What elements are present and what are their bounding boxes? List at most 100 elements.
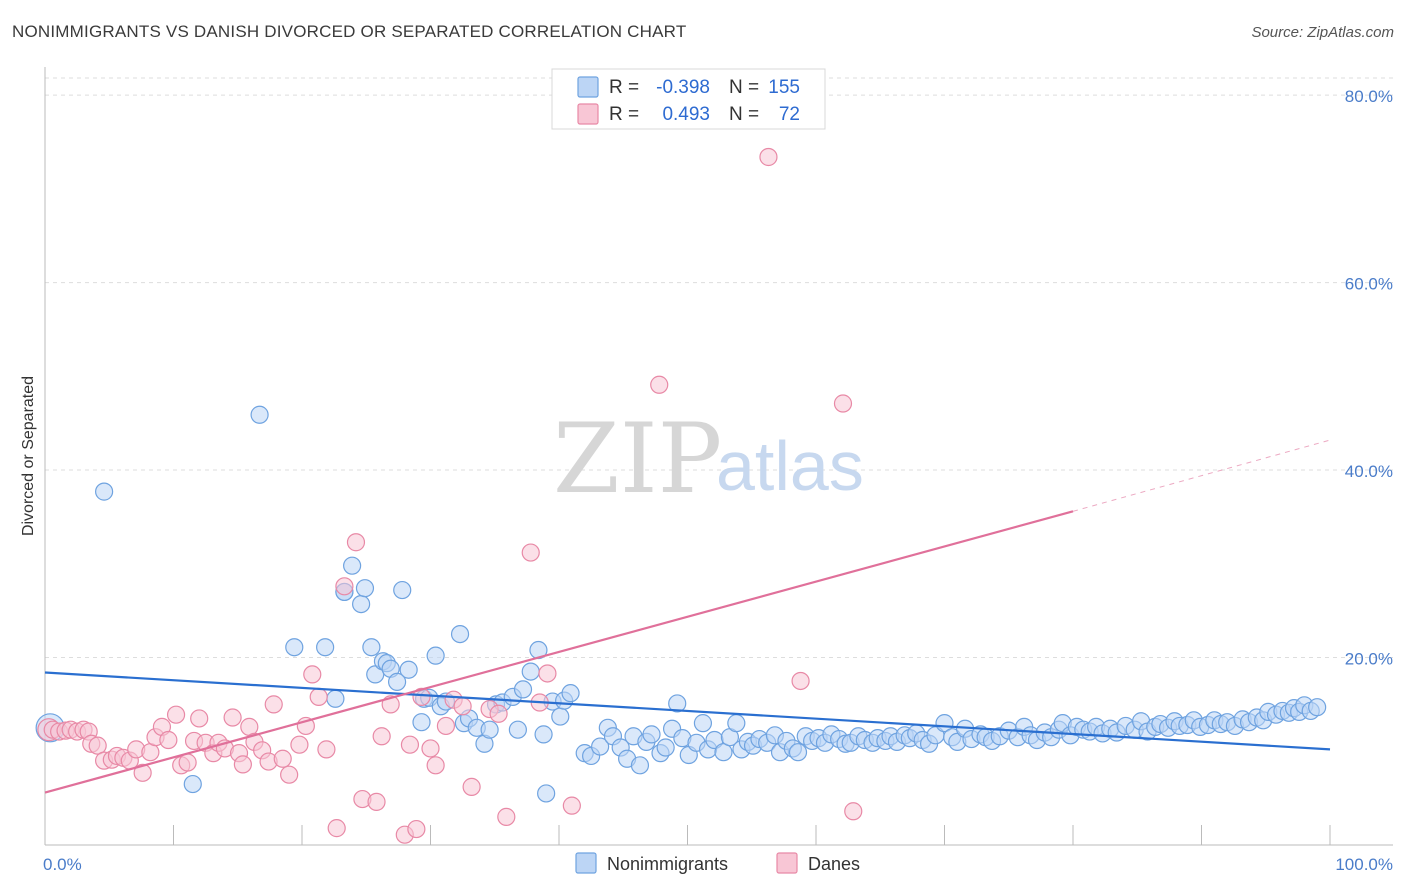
point-danes-50 xyxy=(372,727,391,746)
point-nonimmigrants-68 xyxy=(727,714,746,733)
bottom-legend-label-nonimmigrants: Nonimmigrants xyxy=(607,854,728,874)
watermark-zip: ZIP xyxy=(553,403,722,515)
legend-r-value-2: 0.493 xyxy=(662,104,710,125)
point-nonimmigrants-11 xyxy=(355,579,375,598)
point-nonimmigrants-5 xyxy=(316,638,335,657)
bottom-legend: Nonimmigrants Danes xyxy=(575,852,860,874)
point-danes-42 xyxy=(303,665,322,684)
point-danes-45 xyxy=(327,819,346,838)
point-danes-39 xyxy=(280,765,299,784)
trend-line-danes-extension xyxy=(1072,439,1331,512)
point-danes-53 xyxy=(400,735,420,754)
point-nonimmigrants-37 xyxy=(521,662,540,681)
point-nonimmigrants-18 xyxy=(393,580,412,600)
bottom-legend-label-danes: Danes xyxy=(808,854,860,874)
point-nonimmigrants-47 xyxy=(591,737,610,756)
point-nonimmigrants-35 xyxy=(508,720,527,739)
point-danes-40 xyxy=(290,735,309,754)
watermark-atlas: atlas xyxy=(716,427,864,505)
legend-n-value-2: 72 xyxy=(779,104,800,125)
legend-n-label-1: N = xyxy=(729,77,759,98)
point-nonimmigrants-63 xyxy=(693,714,713,733)
y-tick-label-1: 60.0% xyxy=(1345,275,1393,294)
watermark: ZIP atlas xyxy=(553,403,864,515)
point-danes-73 xyxy=(844,802,863,821)
chart-title: NONIMMIGRANTS VS DANISH DIVORCED OR SEPA… xyxy=(12,22,687,41)
point-nonimmigrants-6 xyxy=(326,689,345,708)
point-nonimmigrants-42 xyxy=(551,707,570,726)
point-nonimmigrants-10 xyxy=(352,595,371,614)
point-nonimmigrants-12 xyxy=(362,638,381,657)
point-danes-25 xyxy=(190,709,209,728)
point-nonimmigrants-23 xyxy=(426,646,445,665)
point-danes-64 xyxy=(497,807,516,826)
point-danes-57 xyxy=(426,756,445,775)
y-tick-label-2: 40.0% xyxy=(1345,462,1393,481)
point-danes-32 xyxy=(233,755,252,774)
point-danes-58 xyxy=(436,716,456,736)
point-nonimmigrants-44 xyxy=(561,684,580,703)
legend-r-value-1: -0.398 xyxy=(656,77,710,98)
legend-r-label-2: R = xyxy=(609,104,639,125)
point-nonimmigrants-39 xyxy=(534,725,553,744)
point-nonimmigrants-4 xyxy=(285,638,304,657)
point-danes-69 xyxy=(650,375,669,394)
trend-lines xyxy=(44,439,1331,794)
point-nonimmigrants-20 xyxy=(412,713,431,732)
point-danes-44 xyxy=(317,740,336,759)
point-danes-46 xyxy=(335,577,354,596)
point-nonimmigrants-26 xyxy=(450,624,470,644)
point-danes-30 xyxy=(223,708,242,727)
point-danes-72 xyxy=(833,394,853,413)
legend-swatch-nonimmigrants xyxy=(577,76,599,98)
point-danes-63 xyxy=(489,704,508,723)
point-nonimmigrants-66 xyxy=(714,743,733,762)
trend-line-nonimmigrants xyxy=(44,671,1331,751)
point-danes-67 xyxy=(538,664,557,683)
x-tick-label-0: 0.0% xyxy=(43,855,82,874)
point-danes-61 xyxy=(462,777,481,796)
point-danes-47 xyxy=(346,533,366,552)
point-nonimmigrants-31 xyxy=(480,720,499,739)
legend-r-label-1: R = xyxy=(609,77,639,98)
point-danes-38 xyxy=(273,749,292,768)
point-danes-68 xyxy=(562,796,581,815)
point-nonimmigrants-40 xyxy=(537,784,556,803)
point-danes-23 xyxy=(178,753,197,772)
y-tick-label-3: 20.0% xyxy=(1345,650,1393,669)
point-danes-37 xyxy=(264,695,283,714)
y-axis-title: Divorced or Separated xyxy=(20,376,37,536)
point-nonimmigrants-78 xyxy=(788,743,808,762)
trend-line-danes xyxy=(44,510,1074,794)
tick-labels: 80.0% 60.0% 40.0% 20.0% 0.0% 100.0% xyxy=(43,87,1393,874)
point-danes-20 xyxy=(159,730,178,750)
point-danes-49 xyxy=(367,792,386,811)
x-tick-label-1: 100.0% xyxy=(1335,855,1393,874)
point-nonimmigrants-2 xyxy=(183,774,202,794)
point-nonimmigrants-155 xyxy=(1308,698,1327,717)
point-nonimmigrants-36 xyxy=(513,680,533,699)
legend-n-value-1: 155 xyxy=(768,77,800,98)
legend-swatch-danes xyxy=(577,103,599,125)
data-points xyxy=(35,147,1327,844)
series-danes xyxy=(37,147,863,844)
point-danes-21 xyxy=(166,705,186,724)
point-nonimmigrants-3 xyxy=(250,405,269,424)
point-danes-70 xyxy=(759,147,778,167)
point-nonimmigrants-9 xyxy=(343,556,362,575)
bottom-legend-swatch-danes xyxy=(776,852,798,874)
point-danes-43 xyxy=(309,687,328,706)
point-nonimmigrants-59 xyxy=(668,694,687,713)
y-tick-label-0: 80.0% xyxy=(1345,87,1393,106)
point-danes-65 xyxy=(521,543,540,562)
point-nonimmigrants-17 xyxy=(387,672,407,692)
point-danes-9 xyxy=(88,736,107,755)
point-danes-60 xyxy=(453,697,472,716)
point-nonimmigrants-57 xyxy=(656,738,675,757)
point-nonimmigrants-53 xyxy=(630,756,650,775)
point-nonimmigrants-55 xyxy=(642,725,661,744)
legend: R = -0.398 N = 155 R = 0.493 N = 72 xyxy=(551,68,826,130)
gridlines xyxy=(45,77,1393,659)
point-danes-16 xyxy=(133,763,152,782)
point-nonimmigrants-1 xyxy=(95,482,114,501)
